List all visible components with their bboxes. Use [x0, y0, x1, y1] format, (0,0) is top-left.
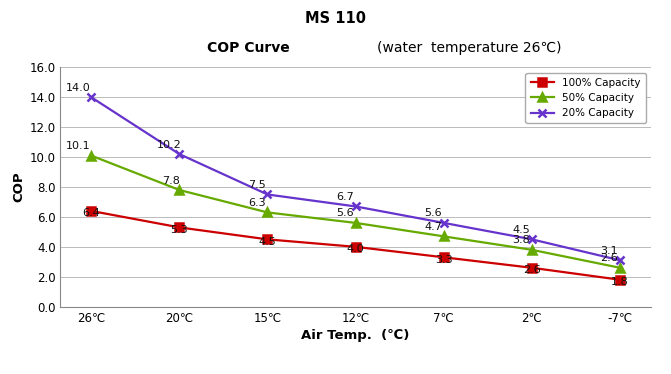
100% Capacity [352, 245, 360, 249]
Text: 3.3: 3.3 [435, 255, 452, 265]
Text: 4.7: 4.7 [424, 222, 442, 232]
20% Capacity [528, 237, 536, 242]
20% Capacity [440, 221, 448, 225]
50% Capacity [616, 266, 624, 270]
Text: 7.8: 7.8 [162, 175, 179, 186]
Text: 6.7: 6.7 [336, 192, 354, 202]
Line: 50% Capacity: 50% Capacity [87, 152, 624, 272]
Line: 100% Capacity: 100% Capacity [87, 207, 624, 283]
100% Capacity [87, 209, 95, 213]
X-axis label: Air Temp.  (℃): Air Temp. (℃) [301, 329, 410, 342]
100% Capacity [264, 237, 272, 242]
Text: MS 110: MS 110 [305, 11, 366, 26]
Text: 2.6: 2.6 [601, 253, 618, 263]
Text: 5.3: 5.3 [170, 225, 188, 235]
Y-axis label: COP: COP [12, 172, 25, 202]
100% Capacity [616, 278, 624, 282]
Text: 10.2: 10.2 [156, 140, 181, 150]
Text: (water  temperature 26℃): (water temperature 26℃) [378, 41, 562, 55]
50% Capacity [87, 153, 95, 158]
Text: 2.6: 2.6 [523, 265, 541, 275]
Text: 14.0: 14.0 [66, 83, 91, 93]
Text: 5.6: 5.6 [336, 208, 354, 218]
Text: 3.8: 3.8 [513, 235, 530, 245]
Text: 3.1: 3.1 [601, 246, 618, 256]
Text: 6.4: 6.4 [83, 208, 100, 218]
50% Capacity [264, 210, 272, 215]
Text: 1.8: 1.8 [611, 277, 629, 287]
50% Capacity [352, 221, 360, 225]
20% Capacity [175, 152, 183, 156]
20% Capacity [352, 204, 360, 209]
Legend: 100% Capacity, 50% Capacity, 20% Capacity: 100% Capacity, 50% Capacity, 20% Capacit… [525, 73, 646, 123]
50% Capacity [528, 248, 536, 252]
Text: 4.5: 4.5 [258, 237, 276, 247]
50% Capacity [175, 188, 183, 192]
20% Capacity [87, 95, 95, 99]
Text: 7.5: 7.5 [248, 180, 266, 190]
100% Capacity [528, 266, 536, 270]
Text: 4.5: 4.5 [513, 225, 530, 235]
100% Capacity [440, 255, 448, 260]
20% Capacity [616, 258, 624, 263]
Text: 10.1: 10.1 [66, 141, 91, 151]
Text: COP Curve: COP Curve [207, 41, 290, 55]
50% Capacity [440, 234, 448, 239]
Text: 4.0: 4.0 [347, 244, 364, 254]
Text: 6.3: 6.3 [248, 198, 266, 208]
Text: 5.6: 5.6 [424, 208, 442, 218]
Line: 20% Capacity: 20% Capacity [87, 94, 624, 264]
20% Capacity [264, 192, 272, 197]
100% Capacity [175, 225, 183, 230]
